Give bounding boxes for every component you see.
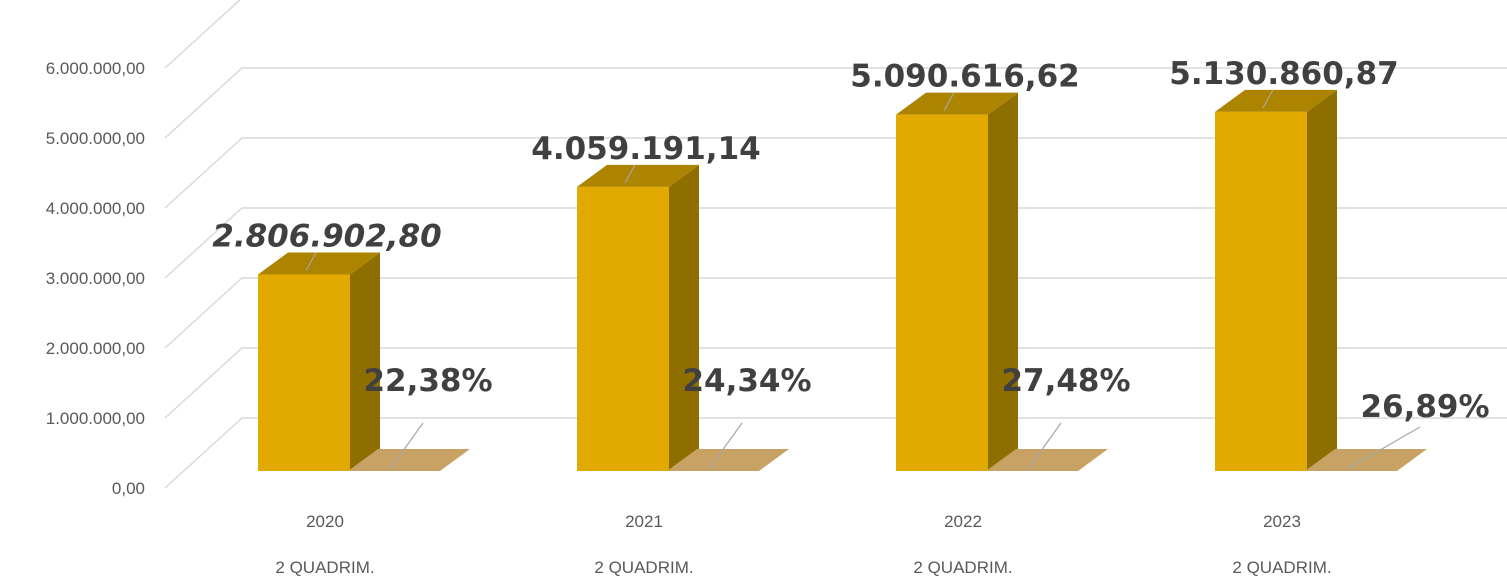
percent-label: 24,34%	[682, 363, 811, 399]
bar-side	[350, 252, 380, 471]
bar-top	[896, 92, 1018, 115]
bar	[258, 274, 350, 471]
gridline	[164, 67, 1507, 139]
y-tick-label: 5.000.000,00	[46, 129, 145, 148]
bar	[1215, 111, 1307, 472]
y-tick-label: 0,00	[112, 479, 145, 498]
y-tick-label: 4.000.000,00	[46, 199, 145, 218]
leader-line	[1027, 422, 1062, 470]
x-tick-label-period: 2 QUADRIM.	[913, 558, 1012, 577]
bar	[896, 114, 988, 472]
gridline	[164, 417, 1507, 489]
y-tick-label: 3.000.000,00	[46, 269, 145, 288]
leader-line	[943, 92, 955, 111]
percent-bar	[348, 449, 470, 471]
bar-group-2020: 2.806.902,80 22,38%	[212, 219, 493, 471]
x-tick-label-period: 2 QUADRIM.	[275, 558, 374, 577]
gridline	[164, 347, 1507, 419]
x-tick-label-period: 2 QUADRIM.	[594, 558, 693, 577]
data-label: 2.806.902,80	[212, 219, 441, 255]
bar-side	[669, 164, 699, 471]
percent-label: 26,89%	[1360, 389, 1489, 425]
x-tick-label-year: 2022	[944, 512, 982, 531]
bar-group-2023: 5.130.860,87 26,89%	[1169, 56, 1490, 472]
percent-bar	[986, 449, 1108, 471]
x-tick-label-year: 2021	[625, 512, 663, 531]
bar-group-2021: 4.059.191,14 24,34%	[531, 131, 812, 471]
y-tick-label: 6.000.000,00	[46, 59, 145, 78]
bar-side	[1307, 89, 1337, 472]
bar-top	[1215, 89, 1337, 112]
bar-group-2022: 5.090.616,62 27,48%	[850, 59, 1131, 472]
gridlines	[164, 0, 1507, 489]
percent-bar	[1305, 449, 1427, 471]
bars: 2.806.902,80 22,38% 4.059.191,14 24,34% 5.09…	[212, 56, 1490, 472]
gridline	[164, 207, 1507, 279]
percent-label: 27,48%	[1001, 363, 1130, 399]
x-tick-label-year: 2020	[306, 512, 344, 531]
data-label: 4.059.191,14	[531, 131, 760, 167]
gridline	[164, 0, 241, 69]
x-tick-label-period: 2 QUADRIM.	[1232, 558, 1331, 577]
percent-bar	[667, 449, 789, 471]
y-tick-label: 1.000.000,00	[46, 409, 145, 428]
gridline	[164, 277, 1507, 349]
y-tick-label: 2.000.000,00	[46, 339, 145, 358]
leader-line	[624, 164, 636, 184]
bar-top	[258, 252, 380, 275]
data-label: 5.090.616,62	[850, 59, 1079, 95]
bar-side	[988, 92, 1018, 472]
leader-line	[305, 252, 317, 271]
x-tick-label-year: 2023	[1263, 512, 1301, 531]
gridline	[164, 137, 1507, 209]
percent-label: 22,38%	[363, 363, 492, 399]
leader-line	[1346, 426, 1421, 470]
x-axis: 2020 2 QUADRIM. 2021 2 QUADRIM. 2022 2 QUADRI…	[275, 512, 1331, 577]
y-axis: 0,00 1.000.000,00 2.000.000,00 3.000.000,00…	[46, 59, 145, 498]
leader-line	[1262, 89, 1274, 109]
leader-line	[708, 422, 743, 470]
leader-line	[389, 422, 424, 470]
bar-top	[577, 164, 699, 187]
bar	[577, 186, 669, 471]
data-label: 5.130.860,87	[1169, 56, 1398, 92]
